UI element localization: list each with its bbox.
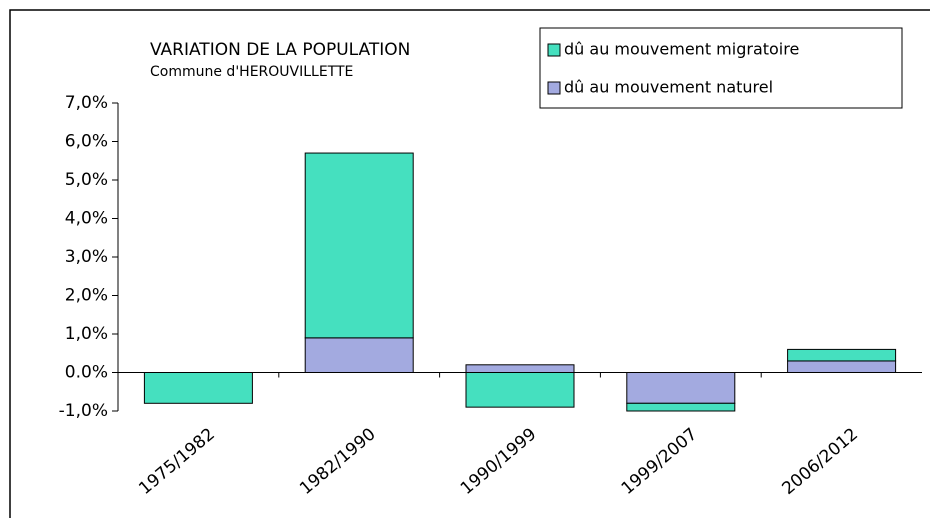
x-tick-label: 1975/1982 bbox=[135, 424, 219, 499]
legend-box bbox=[539, 27, 903, 109]
x-tick-label: 1982/1990 bbox=[296, 424, 380, 499]
bar-segment bbox=[304, 337, 414, 374]
y-tick-label: 2,0% bbox=[65, 286, 108, 306]
y-tick-label: 0.0% bbox=[65, 363, 108, 383]
x-tick-label: 1990/1999 bbox=[457, 424, 541, 499]
y-tick-label: 7,0% bbox=[65, 93, 108, 113]
x-tick-label: 1999/2007 bbox=[618, 424, 702, 499]
legend-swatch bbox=[547, 43, 561, 57]
legend-label: dû au mouvement naturel bbox=[564, 78, 773, 97]
y-tick-label: 6,0% bbox=[65, 132, 108, 152]
bar-segment bbox=[465, 364, 575, 373]
bar-segment bbox=[465, 372, 575, 408]
bar-segment bbox=[304, 152, 414, 339]
y-tick-label: 1,0% bbox=[65, 324, 108, 344]
bar-segment bbox=[787, 360, 897, 374]
bar-segment bbox=[626, 402, 736, 412]
bar-segment bbox=[143, 372, 253, 404]
y-tick-label: -1,0% bbox=[59, 401, 108, 421]
y-tick-label: 4,0% bbox=[65, 209, 108, 229]
chart-subtitle: Commune d'HEROUVILLETTE bbox=[150, 64, 353, 80]
legend-label: dû au mouvement migratoire bbox=[564, 40, 799, 59]
bar-segment bbox=[787, 348, 897, 362]
chart-frame bbox=[9, 9, 930, 518]
chart-title: VARIATION DE LA POPULATION bbox=[150, 40, 410, 60]
bar-segment bbox=[626, 372, 736, 404]
legend-swatch bbox=[547, 81, 561, 95]
y-tick-label: 5,0% bbox=[65, 170, 108, 190]
x-tick-label: 2006/2012 bbox=[778, 424, 862, 499]
y-tick-label: 3,0% bbox=[65, 247, 108, 267]
